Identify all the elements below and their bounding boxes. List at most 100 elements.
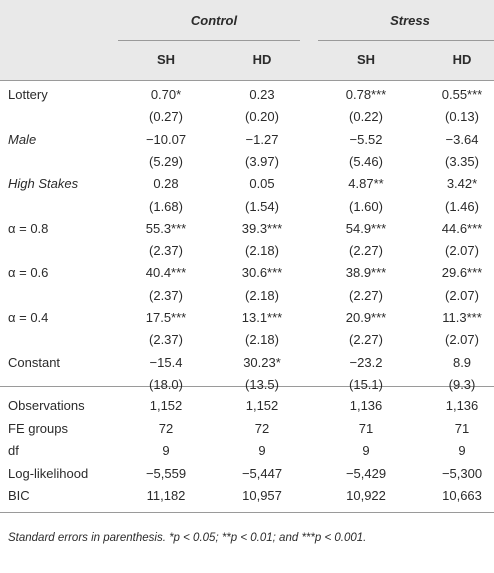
cell: 44.6***: [441, 220, 483, 236]
cell: 1,136: [349, 398, 383, 413]
cell: (2.18): [245, 243, 279, 259]
cell: −3.64: [445, 131, 479, 147]
group-header: Stress: [390, 13, 430, 28]
group-rule: [318, 40, 494, 41]
column-header: HD: [252, 52, 272, 67]
cell: −10.07: [145, 131, 187, 147]
row-label: Lottery: [8, 87, 48, 102]
cell: 10,922: [346, 488, 386, 503]
column-header: SH: [156, 52, 176, 67]
cell: 71: [358, 420, 374, 436]
row-label: Male: [8, 131, 37, 147]
row-label: α = 0.4: [8, 310, 49, 325]
cell: 9: [458, 443, 466, 458]
cell: 30.6***: [241, 265, 283, 281]
cell: (2.27): [349, 243, 383, 259]
cell: 0.23: [249, 87, 275, 102]
cell: (2.37): [149, 332, 183, 348]
cell: 0.28: [153, 176, 179, 192]
cell: (1.60): [349, 198, 383, 214]
cell: (2.27): [349, 287, 383, 303]
cell: −15.4: [149, 354, 183, 370]
cell: −5,429: [345, 465, 387, 481]
column-header: HD: [452, 52, 472, 67]
cell: 13.1***: [241, 310, 283, 325]
cell: 0.05: [249, 176, 275, 192]
cell: 9: [258, 443, 266, 458]
cell: 1,136: [445, 398, 479, 413]
cell: (2.37): [149, 243, 183, 259]
row-label: Observations: [8, 398, 85, 413]
cell: −5,300: [441, 465, 483, 481]
cell: 11,182: [146, 488, 186, 503]
cell: (3.97): [245, 153, 279, 169]
cell: 20.9***: [345, 310, 387, 325]
cell: (13.5): [245, 376, 279, 392]
cell: 4.87**: [348, 176, 384, 192]
row-label: α = 0.6: [8, 265, 49, 281]
cell: (2.37): [149, 287, 183, 303]
cell: 0.78***: [345, 87, 387, 102]
footnote: Standard errors in parenthesis. *p < 0.0…: [8, 532, 367, 544]
cell: 0.55***: [441, 87, 483, 102]
cell: (2.18): [245, 287, 279, 303]
row-label: BIC: [8, 488, 30, 503]
cell: 29.6***: [441, 265, 483, 281]
row-label: df: [8, 443, 19, 458]
cell: (1.46): [445, 198, 479, 214]
cell: 54.9***: [345, 220, 387, 236]
cell: (0.22): [349, 109, 383, 125]
cell: (1.54): [245, 198, 279, 214]
row-label: FE groups: [8, 420, 68, 436]
bottom-rule: [0, 512, 494, 513]
row-label: High Stakes: [8, 176, 79, 192]
cell: (1.68): [149, 198, 183, 214]
cell: 30.23*: [243, 354, 281, 370]
row-label: Constant: [8, 354, 61, 370]
cell: 40.4***: [145, 265, 187, 281]
section-rule: [0, 386, 494, 387]
cell: 72: [254, 420, 270, 436]
cell: 39.3***: [241, 220, 283, 236]
cell: (2.07): [445, 287, 479, 303]
column-header: SH: [356, 52, 376, 67]
cell: 1,152: [149, 398, 183, 413]
cell: (0.20): [245, 109, 279, 125]
cell: (2.18): [245, 332, 279, 348]
cell: (18.0): [149, 376, 183, 392]
cell: (2.27): [349, 332, 383, 348]
cell: 0.70*: [150, 87, 182, 102]
row-label: Log-likelihood: [8, 465, 89, 481]
cell: −5,447: [241, 465, 283, 481]
cell: 38.9***: [345, 265, 387, 281]
cell: (2.07): [445, 332, 479, 348]
cell: (5.46): [349, 153, 383, 169]
cell: (5.29): [149, 153, 183, 169]
cell: 8.9: [452, 354, 472, 370]
cell: (2.07): [445, 243, 479, 259]
cell: 9: [362, 443, 370, 458]
cell: 3.42*: [446, 176, 478, 192]
row-label: α = 0.8: [8, 220, 49, 236]
cell: (0.27): [149, 109, 183, 125]
cell: 11.3***: [442, 310, 482, 325]
header-rule: [0, 80, 494, 81]
group-header: Control: [190, 13, 238, 28]
cell: 1,152: [245, 398, 279, 413]
cell: 10,663: [442, 488, 482, 503]
cell: −5,559: [145, 465, 187, 481]
cell: (15.1): [349, 376, 383, 392]
cell: −1.27: [245, 131, 279, 147]
cell: 17.5***: [145, 310, 187, 325]
cell: −23.2: [349, 354, 383, 370]
cell: 10,957: [242, 488, 282, 503]
cell: 71: [454, 420, 470, 436]
cell: (3.35): [445, 153, 479, 169]
cell: −5.52: [349, 131, 383, 147]
cell: 72: [158, 420, 174, 436]
cell: (0.13): [445, 109, 479, 125]
cell: 9: [162, 443, 170, 458]
cell: 55.3***: [145, 220, 187, 236]
group-rule: [118, 40, 300, 41]
